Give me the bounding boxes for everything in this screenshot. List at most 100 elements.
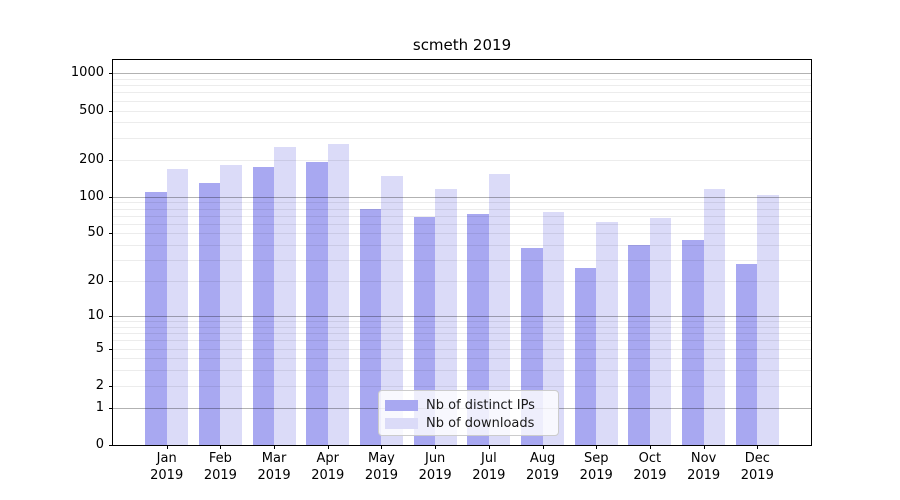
bar-distinct-ips-mar <box>252 166 275 445</box>
x-tick-label-mar: Mar 2019 <box>257 451 291 483</box>
bar-downloads-jun <box>435 188 457 445</box>
bar-downloads-sep <box>596 222 618 445</box>
gridline-minor <box>113 233 811 235</box>
x-tick-mark <box>435 445 437 449</box>
x-tick-label-dec: Dec 2019 <box>740 451 774 483</box>
gridline-minor <box>113 78 811 80</box>
y-tick-mark <box>109 233 113 235</box>
legend-label-downloads: Nb of downloads <box>426 415 535 431</box>
y-tick-mark <box>109 110 113 112</box>
y-tick-mark <box>109 445 113 446</box>
bar-distinct-ips-apr <box>306 162 328 445</box>
bar-downloads-mar <box>274 146 296 445</box>
chart-title: scmeth 2019 <box>412 36 512 54</box>
x-tick-label-aug: Aug 2019 <box>525 451 560 483</box>
x-tick-label-jan: Jan 2019 <box>150 451 184 483</box>
bar-downloads-oct <box>649 217 672 445</box>
gridline-minor <box>113 326 811 328</box>
legend: Nb of distinct IPs Nb of downloads <box>378 390 559 436</box>
bar-distinct-ips-sep <box>574 267 597 445</box>
gridline-minor <box>113 260 811 262</box>
y-tick-mark <box>109 159 113 161</box>
gridline-minor <box>113 333 811 335</box>
y-tick-label: 1 <box>95 399 104 415</box>
x-tick-mark <box>274 445 276 449</box>
bar-downloads-apr <box>327 143 350 445</box>
bar-downloads-feb <box>220 165 242 445</box>
y-tick-label: 0 <box>95 437 104 452</box>
bar-distinct-ips-oct <box>628 245 650 445</box>
bar-distinct-ips-nov <box>682 240 704 445</box>
y-tick-mark <box>109 281 113 283</box>
gridline-minor <box>113 122 811 124</box>
x-tick-mark <box>488 445 490 449</box>
x-tick-label-oct: Oct 2019 <box>633 451 667 483</box>
legend-row-downloads: Nb of downloads <box>385 414 558 432</box>
gridline-minor <box>113 92 811 94</box>
x-tick-label-nov: Nov 2019 <box>687 451 721 483</box>
grid-layer <box>113 60 811 445</box>
x-tick-label-may: May 2019 <box>364 451 398 483</box>
bar-downloads-dec <box>757 194 779 445</box>
gridline-minor <box>113 100 811 102</box>
bar-downloads-jan <box>166 168 189 445</box>
y-tick-mark <box>109 385 113 387</box>
x-tick-mark <box>757 445 759 449</box>
bar-distinct-ips-dec <box>735 263 758 445</box>
y-tick-label: 1000 <box>70 65 104 81</box>
y-tick-label: 5 <box>95 340 104 356</box>
bar-downloads-jul <box>488 173 511 445</box>
bar-downloads-may <box>381 175 403 445</box>
bar-distinct-ips-jan <box>145 191 167 445</box>
gridline-minor <box>113 245 811 247</box>
legend-swatch-downloads <box>385 417 418 429</box>
gridline-minor <box>113 202 811 204</box>
gridline-minor <box>113 159 811 161</box>
bars-layer <box>113 60 811 445</box>
gridline-minor <box>113 137 811 139</box>
gridline-minor <box>113 110 811 112</box>
plot-area: Nb of distinct IPs Nb of downloads <box>112 59 812 446</box>
y-tick-label: 2 <box>95 377 104 393</box>
bar-distinct-ips-may <box>359 208 382 445</box>
bar-distinct-ips-feb <box>198 182 221 445</box>
x-tick-mark <box>542 445 544 449</box>
y-tick-mark <box>109 348 113 350</box>
y-tick-label: 10 <box>87 307 104 323</box>
y-tick-label: 20 <box>87 273 104 289</box>
bar-distinct-ips-jul <box>467 214 489 445</box>
gridline-minor <box>113 281 811 283</box>
gridline-minor <box>113 358 811 360</box>
gridline-minor <box>113 370 811 372</box>
gridline-minor <box>113 208 811 210</box>
y-tick-mark <box>109 407 113 409</box>
legend-row-distinct-ips: Nb of distinct IPs <box>385 396 558 414</box>
bar-distinct-ips-jun <box>413 217 436 445</box>
x-tick-label-feb: Feb 2019 <box>203 451 237 483</box>
x-tick-label-jul: Jul 2019 <box>472 451 506 483</box>
y-tick-label: 200 <box>79 151 104 167</box>
x-tick-label-jun: Jun 2019 <box>418 451 452 483</box>
y-tick-mark <box>109 315 113 317</box>
y-tick-label: 50 <box>87 225 104 241</box>
x-tick-mark <box>596 445 598 449</box>
gridline-minor <box>113 215 811 217</box>
gridline-minor <box>113 385 811 387</box>
gridline-major <box>113 196 811 198</box>
x-tick-label-sep: Sep 2019 <box>579 451 613 483</box>
y-tick-mark <box>109 73 113 75</box>
x-tick-mark <box>649 445 651 449</box>
x-tick-mark <box>166 445 168 449</box>
x-tick-mark <box>327 445 329 449</box>
x-tick-mark <box>220 445 222 449</box>
bar-downloads-nov <box>703 189 726 445</box>
legend-swatch-distinct-ips <box>385 399 418 411</box>
x-tick-mark <box>381 445 383 449</box>
gridline-minor <box>113 321 811 323</box>
gridline-minor <box>113 348 811 350</box>
gridline-major <box>113 315 811 317</box>
gridline-minor <box>113 223 811 225</box>
gridline-major <box>113 73 811 75</box>
bar-downloads-aug <box>542 211 564 445</box>
